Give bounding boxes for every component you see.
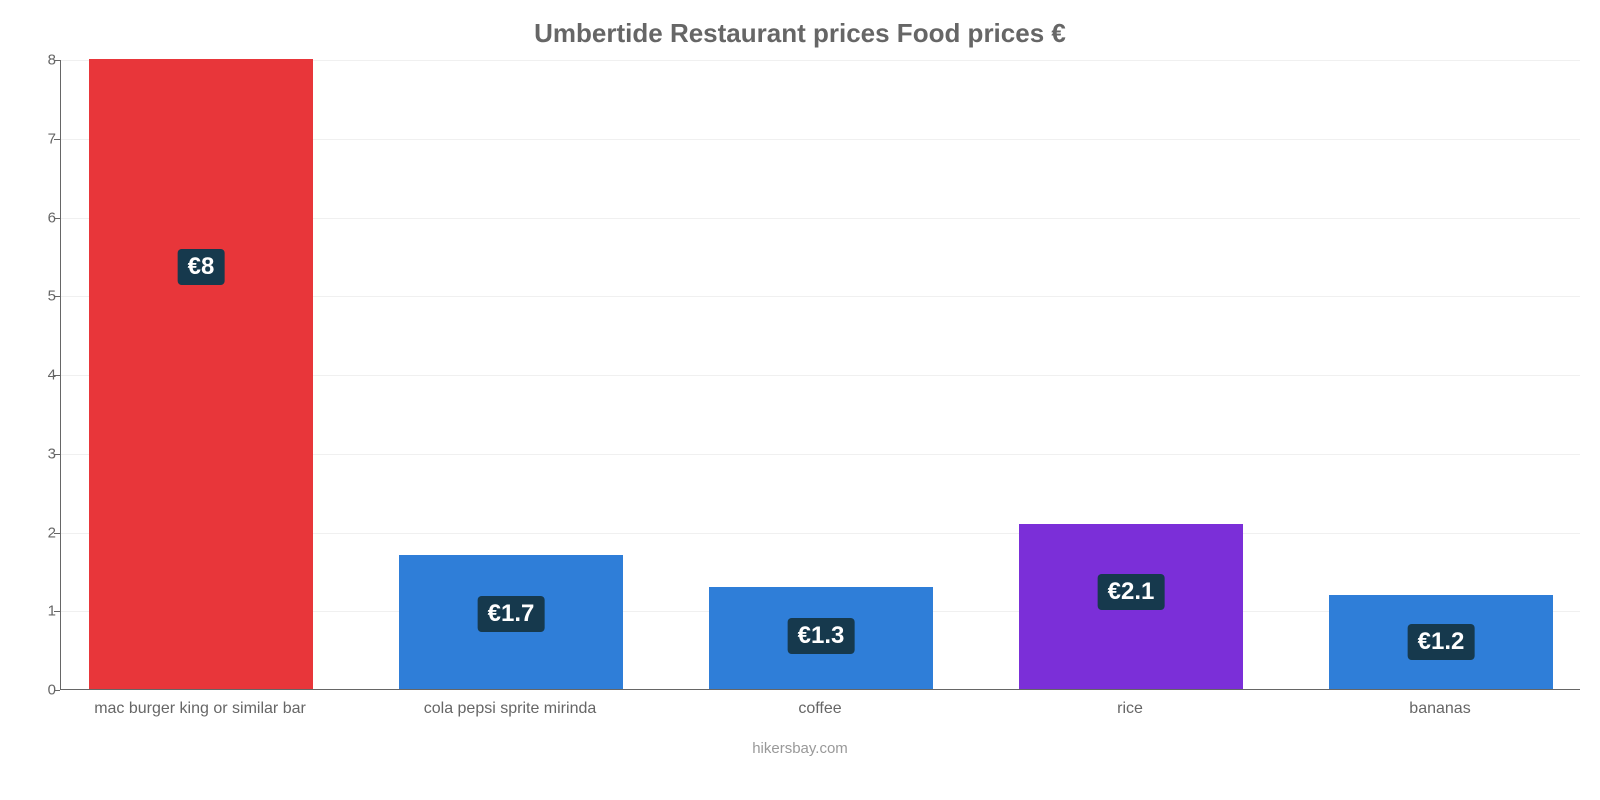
value-label: €2.1 <box>1098 574 1165 610</box>
plot-area: €8 €1.7 €1.3 €2.1 €1.2 <box>60 60 1580 690</box>
chart-title: Umbertide Restaurant prices Food prices … <box>0 18 1600 49</box>
y-tick-label: 3 <box>36 445 56 462</box>
y-tick-mark <box>54 296 60 297</box>
y-tick-mark <box>54 139 60 140</box>
x-tick-label: mac burger king or similar bar <box>94 700 306 718</box>
value-label: €1.3 <box>788 618 855 654</box>
y-tick-label: 8 <box>36 52 56 69</box>
y-tick-mark <box>54 60 60 61</box>
y-tick-label: 4 <box>36 367 56 384</box>
y-tick-mark <box>54 611 60 612</box>
y-tick-label: 5 <box>36 288 56 305</box>
value-label: €8 <box>178 249 225 285</box>
y-tick-label: 7 <box>36 130 56 147</box>
y-tick-mark <box>54 690 60 691</box>
y-tick-mark <box>54 218 60 219</box>
y-tick-mark <box>54 533 60 534</box>
y-tick-label: 6 <box>36 209 56 226</box>
value-label: €1.7 <box>478 596 545 632</box>
y-tick-label: 2 <box>36 524 56 541</box>
y-tick-label: 1 <box>36 603 56 620</box>
y-tick-mark <box>54 375 60 376</box>
price-chart: Umbertide Restaurant prices Food prices … <box>0 0 1600 800</box>
x-tick-label: cola pepsi sprite mirinda <box>424 700 597 718</box>
value-label: €1.2 <box>1408 624 1475 660</box>
x-tick-label: bananas <box>1409 700 1470 718</box>
x-tick-label: coffee <box>798 700 841 718</box>
bar <box>89 59 313 689</box>
y-tick-label: 0 <box>36 682 56 699</box>
attribution-text: hikersbay.com <box>0 740 1600 757</box>
x-tick-label: rice <box>1117 700 1143 718</box>
y-tick-mark <box>54 454 60 455</box>
